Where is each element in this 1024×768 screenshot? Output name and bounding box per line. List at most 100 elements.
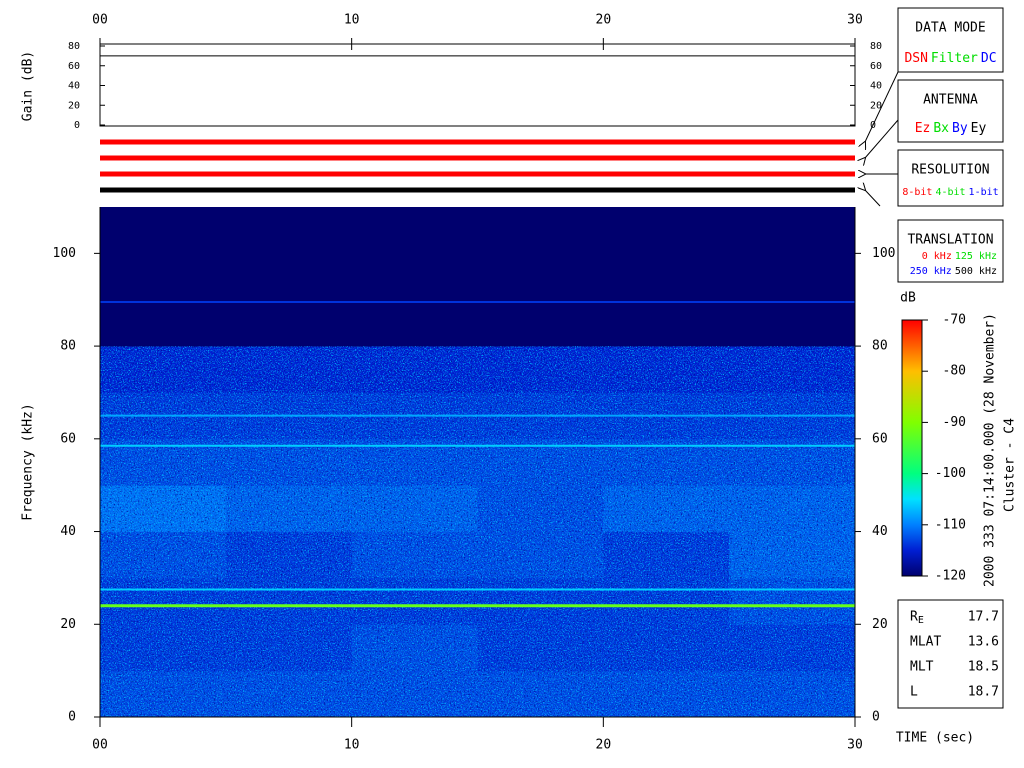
y-tick-label: 40	[60, 524, 76, 539]
panel-arrow	[865, 119, 899, 158]
y-tick-label: 80	[68, 41, 80, 52]
y-tick-label: 60	[872, 431, 888, 446]
time-axis-label: TIME (sec)	[896, 731, 974, 746]
heatmap-cell	[100, 207, 227, 254]
x-tick-label: 00	[92, 13, 108, 28]
y-tick-label: 20	[870, 100, 882, 111]
heatmap-frame	[99, 207, 856, 718]
colorbar-tick-label: -120	[935, 569, 966, 584]
orbit-label: L	[910, 685, 918, 700]
colorbar	[901, 319, 923, 577]
panel-item: 0 kHz	[922, 251, 952, 262]
panel-item: 500 kHz	[955, 266, 997, 277]
colorbar-tick-label: -80	[943, 364, 966, 379]
y-tick-label: 0	[872, 710, 880, 725]
y-tick-label: 20	[60, 617, 76, 632]
y-tick-label: 60	[60, 431, 76, 446]
x-tick-label: 00	[92, 738, 108, 753]
heatmap-cell	[477, 299, 604, 347]
heatmap-cell	[351, 299, 478, 347]
y-tick-label: 40	[68, 81, 80, 92]
panel-title: RESOLUTION	[911, 163, 989, 178]
y-tick-label: 0	[68, 710, 76, 725]
y-tick-label: 40	[870, 81, 882, 92]
colorbar-tick-label: -70	[943, 313, 966, 328]
panel-arrow	[865, 71, 899, 142]
panel-box	[897, 7, 1004, 73]
colorbar-label: dB	[900, 291, 916, 306]
colorbar-tick-label: -90	[943, 415, 966, 430]
panel-arrow	[865, 190, 881, 207]
panel-item: Ey	[971, 121, 987, 136]
x-tick-label: 30	[847, 13, 863, 28]
heatmap-cell	[477, 253, 604, 301]
x-tick-label: 20	[596, 13, 612, 28]
heatmap-cell	[729, 207, 856, 254]
y-tick-label: 60	[68, 61, 80, 72]
y-tick-label: 20	[68, 100, 80, 111]
panel-item: 4-bit	[935, 187, 965, 198]
timestamp: 2000 333 07:14:00.000 (28 November)	[983, 313, 998, 587]
x-tick-label: 30	[847, 738, 863, 753]
orbit-label: MLAT	[910, 635, 941, 650]
colorbar-tick-label: -100	[935, 466, 966, 481]
x-tick-label: 10	[344, 738, 360, 753]
panel-item: DC	[981, 51, 997, 66]
panel-row: Ez Bx By Ey	[915, 121, 987, 136]
panel-title: DATA MODE	[915, 21, 985, 36]
heatmap-cell	[729, 253, 856, 301]
panel-item: 8-bit	[902, 187, 932, 198]
panel-item: 1-bit	[969, 187, 999, 198]
orbit-subscript: E	[918, 615, 924, 626]
heatmap-cell	[351, 253, 478, 301]
y-tick-label: 80	[60, 339, 76, 354]
y-tick-label: 100	[872, 246, 895, 261]
y-tick-label: 80	[870, 41, 882, 52]
panel-item: Bx	[933, 121, 949, 136]
y-tick-label: 0	[74, 120, 80, 131]
colorbar-tick-label: -110	[935, 517, 966, 532]
heatmap-cell	[225, 253, 353, 301]
panel-item: DSN	[904, 51, 927, 66]
panel-box	[897, 79, 1004, 143]
orbit-label: MLT	[910, 660, 934, 675]
panel-item: Filter	[931, 51, 978, 66]
y-tick-label: 20	[872, 617, 888, 632]
heatmap-cell	[225, 299, 353, 347]
panel-row: 250 kHz 500 kHz	[910, 266, 997, 277]
panel-item: 125 kHz	[955, 251, 997, 262]
panel-item: 250 kHz	[910, 266, 952, 277]
panel-row: 0 kHz 125 kHz	[922, 251, 997, 262]
heatmap-cell	[729, 299, 856, 347]
x-tick-label: 10	[344, 13, 360, 28]
panel-item: By	[952, 121, 968, 136]
orbit-value: 13.6	[968, 635, 999, 650]
heatmap-cell	[225, 207, 353, 254]
x-tick-label: 20	[596, 738, 612, 753]
spacecraft: Cluster - C4	[1003, 418, 1018, 512]
y-tick-label: 60	[870, 61, 882, 72]
orbit-value: 18.7	[968, 685, 999, 700]
y-tick-label: 40	[872, 524, 888, 539]
orbit-value: 18.5	[968, 660, 999, 675]
panel-title: ANTENNA	[923, 93, 978, 108]
panel-row: DSN Filter DC	[904, 51, 996, 66]
gain-axis-label: Gain (dB)	[21, 51, 36, 121]
panel-row: 8-bit 4-bit 1-bit	[902, 187, 998, 198]
panel-title: TRANSLATION	[907, 233, 993, 248]
y-tick-label: 100	[53, 246, 76, 261]
speckle-dark	[100, 346, 855, 717]
heatmap-cell	[100, 299, 227, 347]
heatmap-cell	[603, 299, 730, 347]
heatmap-cell	[477, 207, 604, 254]
panel-item: Ez	[915, 121, 931, 136]
frequency-axis-label: Frequency (kHz)	[21, 403, 36, 520]
orbit-box	[897, 599, 1004, 709]
heatmap-cell	[100, 253, 227, 301]
panel-box	[897, 149, 1004, 207]
orbit-value: 17.7	[968, 610, 999, 625]
y-tick-label: 80	[872, 339, 888, 354]
heatmap-cell	[603, 253, 730, 301]
